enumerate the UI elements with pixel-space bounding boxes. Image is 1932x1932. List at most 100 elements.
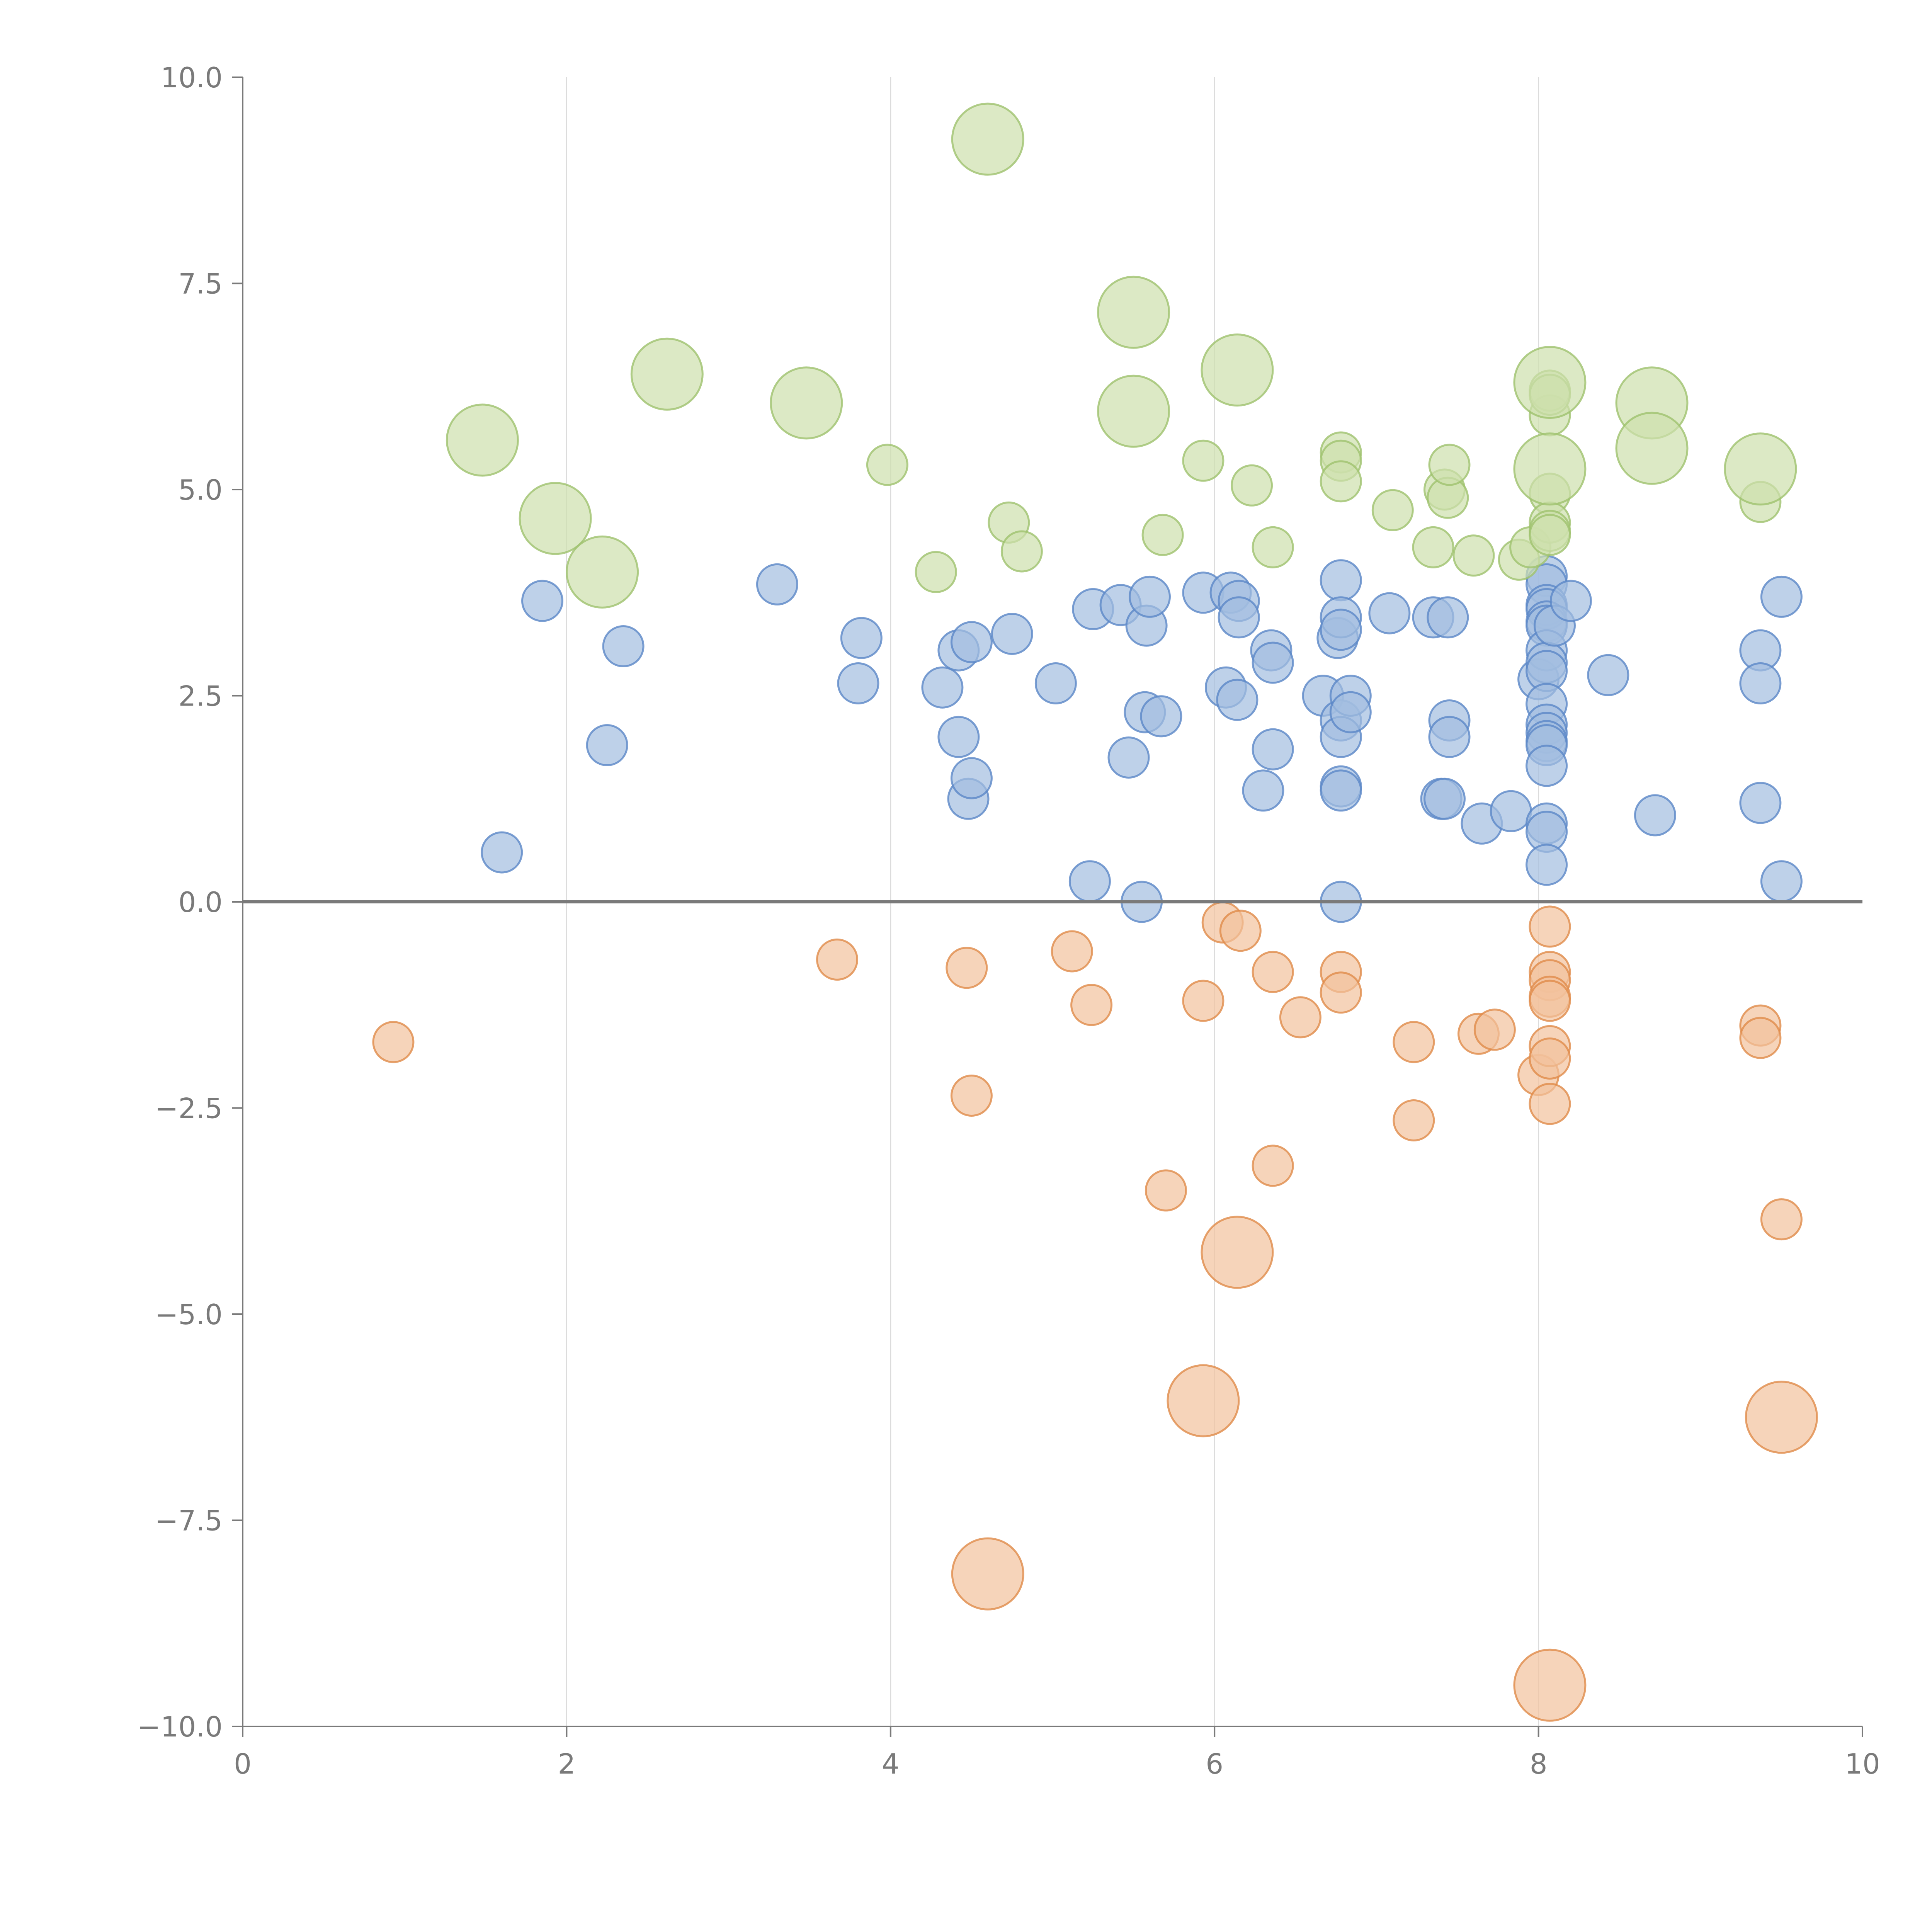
data-point-upper-3: [1000, 530, 1043, 573]
data-point-upper-16: [1452, 534, 1495, 577]
data-point-positive-6: [840, 617, 883, 659]
data-point-positive-27: [1216, 679, 1259, 721]
data-point-positive-22: [1129, 575, 1171, 618]
data-point-upper-large-1: [519, 482, 592, 555]
data-point-upper-4: [1141, 514, 1184, 556]
data-point-upper-large-12: [1615, 412, 1689, 485]
data-point-positive-80: [1739, 782, 1782, 824]
data-point-upper-large-8: [1201, 333, 1274, 407]
data-point-positive-15: [1068, 860, 1111, 903]
data-point-negative-1: [816, 938, 858, 981]
x-tick-label-5: 10: [1845, 1748, 1880, 1780]
data-point-negative-27: [1529, 1083, 1571, 1125]
y-tick-label-0: 10.0: [161, 61, 223, 94]
data-point-positive-7: [921, 666, 964, 709]
data-point-positive-82: [1760, 860, 1803, 903]
data-point-positive-70: [1526, 745, 1568, 787]
data-point-positive-46: [1368, 592, 1411, 634]
data-point-negative-5: [1070, 984, 1113, 1026]
y-tick-label-1: 7.5: [178, 268, 223, 300]
data-point-positive-3: [602, 625, 645, 667]
data-point-negative-15: [1393, 1021, 1435, 1063]
data-point-positive-77: [1634, 794, 1676, 837]
data-point-negative-20: [1529, 905, 1571, 948]
data-point-negative-7: [1182, 980, 1225, 1022]
data-point-upper-15: [1428, 444, 1471, 486]
data-point-positive-1: [521, 580, 563, 622]
data-point-positive-32: [1252, 641, 1294, 684]
data-point-upper-large-10: [1513, 432, 1587, 506]
data-point-negative-large-3: [1513, 1648, 1587, 1722]
data-point-upper-large-7: [1097, 374, 1170, 448]
data-point-negative-large-4: [1745, 1381, 1818, 1454]
data-point-positive-42: [1320, 769, 1362, 812]
data-point-positive-45: [1329, 691, 1372, 733]
data-point-positive-54: [1490, 790, 1532, 832]
data-point-positive-50: [1427, 596, 1469, 639]
data-point-upper-large-3: [630, 337, 704, 411]
data-point-negative-4: [1051, 930, 1093, 973]
data-point-upper-6: [1231, 464, 1273, 507]
data-point-positive-81: [1760, 575, 1803, 618]
x-tick-label-1: 2: [558, 1748, 575, 1780]
x-tick-label-2: 4: [882, 1748, 900, 1780]
data-point-upper-large-6: [1097, 276, 1170, 349]
data-point-upper-large-2: [566, 535, 639, 609]
data-point-positive-73: [1526, 844, 1568, 886]
data-point-positive-23: [1140, 695, 1182, 738]
data-point-negative-0: [372, 1021, 415, 1063]
data-point-positive-5: [837, 662, 879, 704]
data-point-positive-30: [1242, 769, 1284, 812]
data-point-upper-12: [1412, 526, 1454, 568]
data-point-positive-75: [1549, 580, 1592, 622]
data-point-negative-large-0: [951, 1537, 1024, 1611]
data-point-negative-14: [1320, 971, 1362, 1014]
data-point-positive-79: [1739, 662, 1782, 704]
data-point-positive-29: [1218, 596, 1260, 639]
data-point-negative-18: [1473, 1009, 1516, 1051]
data-point-negative-10: [1252, 951, 1294, 993]
data-point-negative-2: [946, 947, 988, 989]
x-tick-label-0: 0: [234, 1748, 252, 1780]
data-point-positive-13: [991, 613, 1033, 655]
data-point-positive-14: [1034, 662, 1077, 704]
data-point-negative-9: [1219, 910, 1262, 952]
x-tick-label-3: 6: [1206, 1748, 1223, 1780]
data-point-upper-0: [866, 444, 908, 486]
data-point-negative-12: [1279, 996, 1321, 1039]
data-point-positive-76: [1587, 654, 1629, 696]
y-tick-label-4: 0.0: [178, 886, 223, 918]
data-point-positive-0: [481, 831, 523, 874]
data-point-negative-26: [1529, 1037, 1571, 1080]
data-point-positive-12: [950, 621, 993, 663]
data-point-negative-3: [950, 1075, 993, 1117]
data-point-negative-large-1: [1167, 1364, 1240, 1437]
data-point-negative-6: [1145, 1169, 1187, 1212]
data-point-negative-30: [1760, 1198, 1803, 1241]
data-point-positive-2: [586, 724, 628, 766]
data-point-upper-large-0: [446, 403, 519, 477]
data-point-negative-16: [1393, 1099, 1435, 1141]
data-point-positive-52: [1428, 716, 1471, 758]
points-layer: [372, 102, 1818, 1722]
data-point-positive-11: [950, 757, 993, 799]
data-point-upper-large-5: [951, 102, 1024, 176]
data-point-upper-large-13: [1724, 432, 1797, 506]
data-point-positive-36: [1320, 559, 1362, 602]
data-point-negative-11: [1252, 1145, 1294, 1187]
y-tick-label-5: −2.5: [155, 1092, 223, 1125]
data-point-upper-large-9: [1513, 346, 1587, 419]
data-point-positive-38: [1320, 609, 1362, 651]
data-point-upper-large-4: [770, 366, 843, 440]
data-point-positive-9: [937, 716, 980, 758]
data-point-upper-5: [1182, 439, 1225, 482]
data-point-positive-33: [1252, 728, 1294, 770]
data-point-upper-10: [1320, 460, 1362, 503]
data-point-negative-24: [1529, 980, 1571, 1022]
data-point-positive-49: [1423, 777, 1466, 820]
data-point-upper-1: [915, 551, 957, 593]
y-tick-label-8: −10.0: [137, 1711, 223, 1743]
data-point-upper-22: [1529, 514, 1571, 556]
x-tick-label-4: 8: [1530, 1748, 1548, 1780]
